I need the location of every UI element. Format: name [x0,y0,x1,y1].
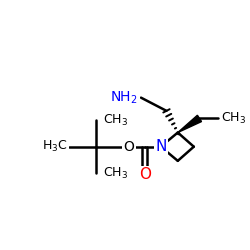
Text: NH$_2$: NH$_2$ [110,90,138,106]
Text: O: O [123,140,134,154]
Text: CH$_3$: CH$_3$ [221,111,246,126]
Text: CH$_3$: CH$_3$ [103,166,128,181]
Polygon shape [178,115,202,132]
Text: CH$_3$: CH$_3$ [103,113,128,128]
Text: O: O [139,168,151,182]
Text: N: N [155,139,166,154]
Text: H$_3$C: H$_3$C [42,139,68,154]
